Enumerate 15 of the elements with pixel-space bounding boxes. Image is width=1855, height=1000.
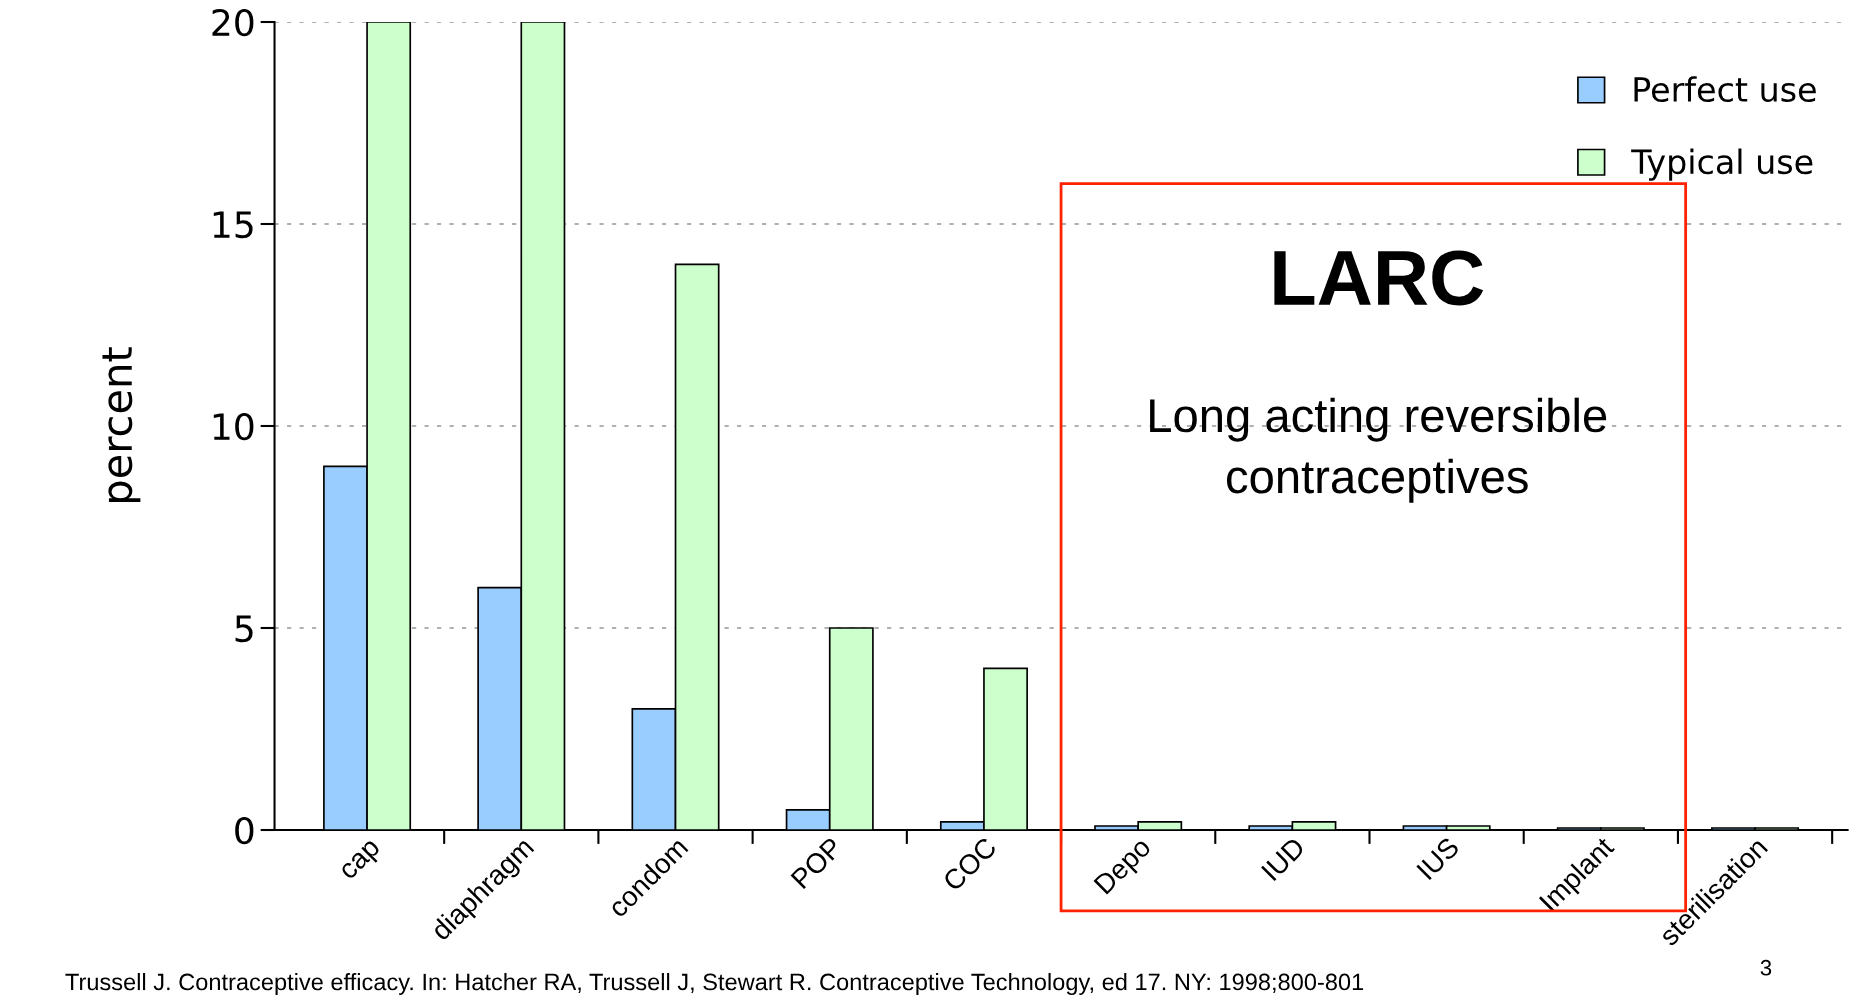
x-tick-label: cap [339, 839, 385, 884]
annotation: LARC [1274, 250, 1484, 306]
y-tick-label: 20 [212, 8, 254, 37]
legend-label: Typical use [1631, 148, 1813, 181]
y-tick-label: 0 [235, 816, 254, 845]
y-tick-label: 10 [213, 412, 254, 441]
x-tick-label: IUS [1416, 836, 1461, 881]
y-axis-title: percent [102, 347, 141, 502]
legend-label: Perfect use [1634, 76, 1816, 103]
text: Trussell J. Contraceptive efficacy. In: Hatcher RA, Trussell J, Stewart R. Contraceptive Technology, ed 17. NY: 1998;800-801 [65, 972, 1364, 995]
text: 3 [1760, 959, 1772, 976]
y-tick-label: 5 [235, 615, 253, 643]
x-tick-label: IUD [1261, 836, 1306, 882]
annotation: Long acting reversible contraceptives [1150, 397, 1607, 503]
y-tick-label: 15 [213, 211, 253, 239]
